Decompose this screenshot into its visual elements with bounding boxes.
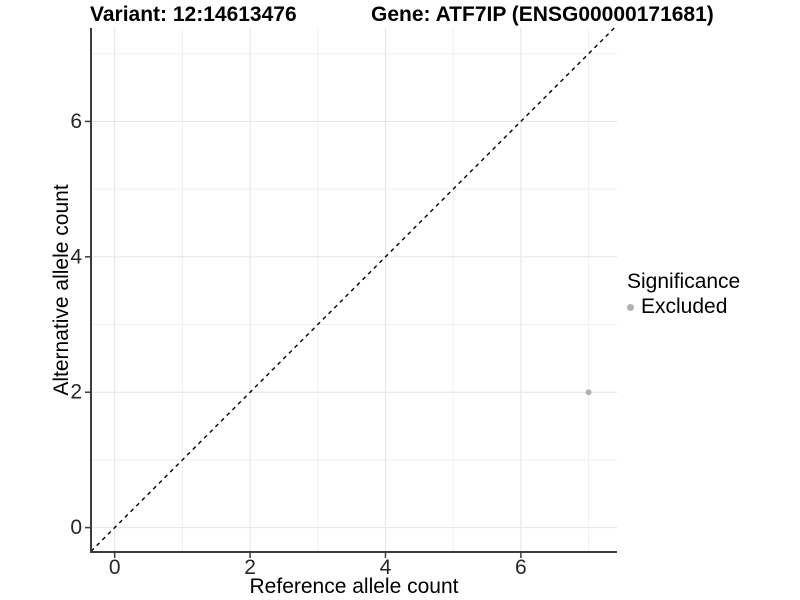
excluded-dot-icon xyxy=(627,303,634,311)
y-tick-label: 4 xyxy=(70,245,82,268)
x-axis-title: Reference allele count xyxy=(250,575,459,598)
legend-item-label: Excluded xyxy=(641,295,728,318)
x-tick-label: 6 xyxy=(515,556,527,579)
x-tick-label: 0 xyxy=(109,556,121,579)
gene-title: Gene: ATF7IP (ENSG00000171681) xyxy=(371,3,714,26)
x-tick-label: 4 xyxy=(380,556,392,579)
legend-title: Significance xyxy=(627,270,741,293)
legend-item-excluded: Excluded xyxy=(627,295,740,319)
y-axis-title: Alternative allele count xyxy=(50,184,73,395)
variant-title: Variant: 12:14613476 xyxy=(90,3,297,26)
y-tick-label: 2 xyxy=(70,381,82,404)
identity-dashed-line xyxy=(90,27,615,552)
y-tick-label: 0 xyxy=(70,516,82,539)
data-point-excluded xyxy=(585,389,592,396)
legend: Significance Excluded xyxy=(627,270,740,319)
x-tick-label: 2 xyxy=(244,556,256,579)
y-tick-label: 6 xyxy=(70,110,82,133)
